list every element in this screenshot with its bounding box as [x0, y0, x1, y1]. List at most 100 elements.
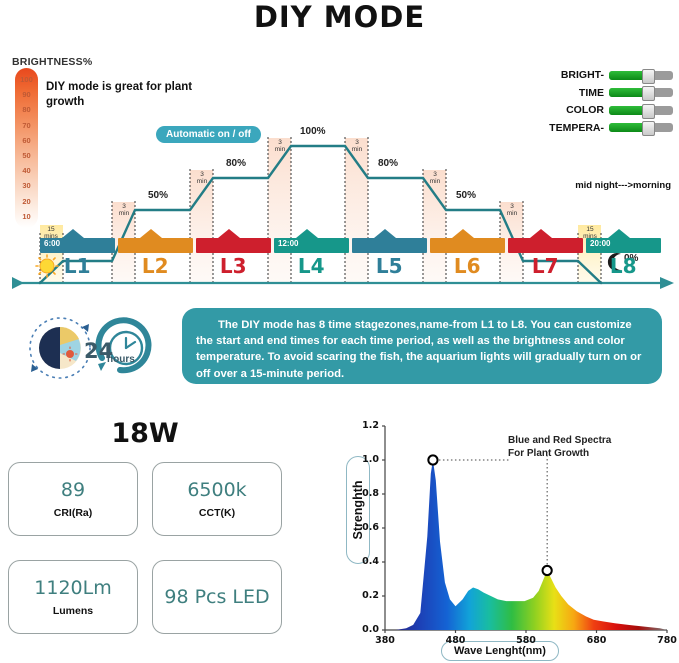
spectrum-markers: [427, 452, 553, 577]
timebar-segment-l4[interactable]: 12:00: [274, 238, 349, 253]
annotation-line-1: Blue and Red Spectra: [508, 435, 612, 446]
slider-track[interactable]: [609, 68, 673, 84]
ramp-duration-label: 3 min: [274, 139, 286, 153]
automatic-on-off-badge: Automatic on / off: [156, 126, 261, 143]
control-slider-group: BRIGHT- TIME COLOR TEMPERA-: [503, 68, 673, 138]
slider-track[interactable]: [609, 103, 673, 119]
time-axis-arrow: [12, 277, 674, 289]
spec-caption: CCT(K): [198, 507, 236, 519]
slider-fill: [609, 123, 647, 132]
brightness-tick: 20: [22, 196, 31, 206]
slider-row-1[interactable]: BRIGHT-: [503, 68, 673, 84]
slider-knob-icon[interactable]: [642, 121, 655, 136]
timebar-segment-l6[interactable]: [430, 238, 505, 253]
ramp-duration-label: 3 min: [429, 171, 441, 185]
x-tick-label: 380: [375, 635, 395, 646]
brightness-tick: 70: [22, 120, 31, 130]
spec-value: 98 Pcs LED: [164, 586, 270, 608]
slider-fill: [609, 88, 647, 97]
ramp-duration-label: 3 min: [196, 171, 208, 185]
midnight-note: mid night--->morning: [575, 180, 671, 191]
y-tick-label: 1.0: [362, 454, 379, 465]
ramp-duration-label: 15 mins: [44, 226, 58, 240]
stage-timebar: 6:00 12:00 20:00: [0, 229, 679, 253]
y-tick-label: 0.2: [362, 590, 379, 601]
ramp-bands: [40, 138, 601, 283]
timebar-peak-marker: [374, 229, 396, 238]
y-tick-label: 0.0: [362, 624, 379, 635]
brightness-axis-label: BRIGHTNESS%: [12, 56, 93, 68]
spec-value: 6500k: [187, 479, 247, 501]
annotation-line-2: For Plant Growth: [508, 448, 590, 459]
y-tick-label: 1.2: [362, 420, 379, 431]
brightness-level-label: 80%: [226, 158, 247, 169]
brightness-curve-chart: [12, 136, 674, 289]
slider-track[interactable]: [609, 86, 673, 101]
brightness-level-label: 50%: [456, 190, 477, 201]
timebar-segment-l1[interactable]: 6:00: [40, 238, 115, 253]
y-tick-label: 0.8: [362, 488, 379, 499]
brightness-curve: [38, 144, 603, 285]
slider-label: COLOR: [566, 104, 604, 116]
timebar-time-label: 6:00: [44, 239, 61, 248]
timebar-peak-marker: [452, 229, 474, 238]
24-text: 24: [84, 339, 113, 363]
spec-caption: Lumens: [52, 605, 94, 617]
spec-box-led-count: 98 Pcs LED: [152, 560, 282, 634]
timebar-segment-l3[interactable]: [196, 238, 271, 253]
spec-box-cct: 6500k CCT(K): [152, 462, 282, 536]
slider-knob-icon[interactable]: [642, 86, 655, 101]
ramp-duration-label: 3 min: [506, 203, 518, 217]
spec-section: 18W 89 CRI(Ra) 6500k CCT(K) 1120Lm Lumen…: [0, 412, 330, 663]
stage-label-l7: L7: [531, 254, 559, 278]
brightness-level-label: 80%: [378, 158, 399, 169]
spectrum-plot: [382, 425, 668, 633]
stage-label-row: L1 L2 L3 L4 L5 L6 L7 L8: [0, 254, 679, 284]
timebar-segment-l8[interactable]: 20:00: [586, 238, 661, 253]
brightness-gradient-bar: [15, 68, 38, 228]
timebar-segment-l5[interactable]: [352, 238, 427, 253]
brightness-tick: 50: [22, 151, 31, 160]
x-tick-label: 680: [586, 635, 607, 646]
page-title: DIY MODE: [253, 0, 426, 34]
spectrum-area: [385, 460, 667, 630]
timebar-peak-marker: [218, 229, 240, 238]
spectrum-annotation: Blue and Red Spectra For Plant Growth: [508, 434, 611, 460]
brightness-tick: 80: [22, 105, 31, 115]
slider-fill: [609, 70, 647, 80]
timebar-time-label: 12:00: [278, 239, 299, 248]
spectrum-chart: Strenghth Wave Lenght(nm) Blue and Red S…: [323, 408, 679, 663]
timebar-segment-l2[interactable]: [118, 238, 193, 253]
stage-label-l5: L5: [375, 254, 403, 278]
brightness-tick: 100: [20, 75, 33, 84]
ramp-duration-label: 15 mins: [583, 226, 597, 240]
slider-knob-icon[interactable]: [642, 103, 655, 119]
slider-knob-icon[interactable]: [642, 68, 655, 84]
ramp-duration-label: 3 min: [351, 139, 363, 153]
description-row: 24 hours The DIY mode has 8 time stagezo…: [0, 300, 679, 400]
brightness-scale: 100 90 80 70 60 50 40 30 20 10: [15, 75, 38, 227]
slider-row-4[interactable]: TEMPERA-: [503, 121, 673, 136]
brightness-tick: 60: [22, 135, 31, 145]
stage-label-l1: L1: [63, 254, 91, 278]
brightness-level-label: 50%: [148, 190, 169, 201]
slider-label: TEMPERA-: [549, 121, 604, 134]
slider-row-3[interactable]: COLOR: [503, 103, 673, 119]
slider-track[interactable]: [609, 121, 673, 136]
brightness-tick: 90: [22, 90, 31, 100]
slider-row-2[interactable]: TIME: [503, 86, 673, 101]
power-rating: 18W: [111, 418, 179, 449]
x-tick-label: 580: [516, 635, 536, 646]
slider-label: TIME: [578, 86, 604, 99]
x-tick-label: 480: [445, 635, 466, 646]
timebar-segment-l7[interactable]: [508, 238, 583, 253]
diy-description-box: The DIY mode has 8 time stagezones,name-…: [182, 308, 662, 384]
spec-box-cri: 89 CRI(Ra): [8, 462, 138, 536]
x-tick-label: 780: [657, 635, 677, 646]
stage-label-l4: L4: [297, 254, 325, 278]
slider-label: BRIGHT-: [560, 69, 604, 81]
y-tick-label: 0.6: [362, 522, 379, 533]
peak-marker-icon: [541, 564, 553, 577]
stage-label-l8: L8: [609, 254, 637, 278]
spec-caption: CRI(Ra): [53, 507, 93, 519]
